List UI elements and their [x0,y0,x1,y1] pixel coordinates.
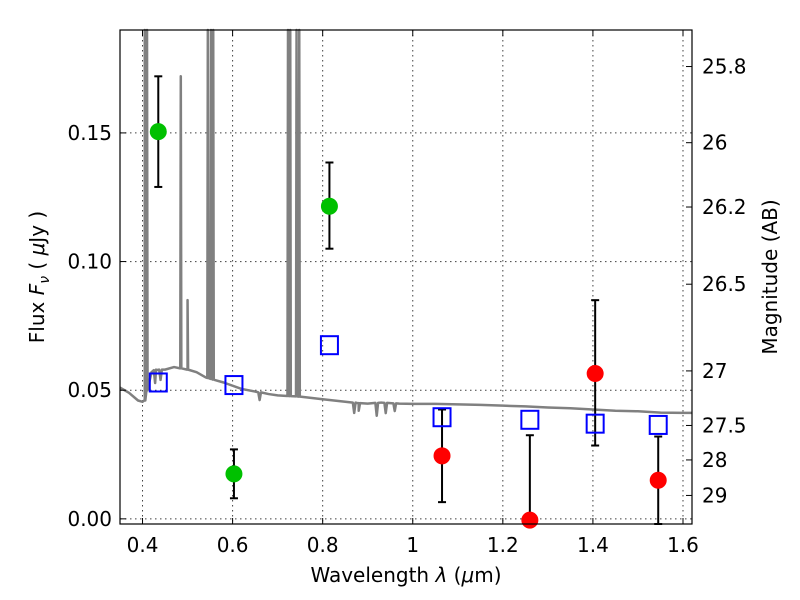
y2-tick-label: 29 [702,483,727,507]
data-point-circle [521,511,539,529]
data-markers [148,75,668,529]
data-point-square [224,375,244,396]
data-point-square [148,372,168,393]
data-point-circle [320,197,338,215]
x-tick-label: 1.6 [667,533,699,557]
y2-tick-label: 25.8 [702,55,747,79]
x-tick-label: 1.4 [577,533,609,557]
y-tick-label: 0.10 [67,250,112,274]
y2-tick-label: 26.2 [702,195,747,219]
x-tick-label: 0.4 [127,533,159,557]
spectrum-line [119,28,692,418]
y2-tick-label: 26 [702,131,727,155]
y-tick-label: 0.05 [67,378,112,402]
y-tick-label: 0.15 [67,121,112,145]
model-spectrum [119,28,692,418]
data-point-circle [649,471,667,489]
y2-tick-label: 27.5 [702,413,747,437]
x-axis-label: Wavelength λ (μm) [310,563,501,587]
data-point-square [520,409,540,430]
x-tick-label: 0.8 [307,533,339,557]
x-tick-label: 0.6 [217,533,249,557]
grid-lines [120,30,692,524]
data-point-circle [586,364,604,382]
y2-tick-label: 26.5 [702,272,747,296]
y-tick-label: 0.00 [67,507,112,531]
x-tick-label: 1.2 [487,533,519,557]
y2-axis-label: Magnitude (AB) [758,199,782,354]
data-point-circle [433,447,451,465]
y2-tick-label: 28 [702,448,727,472]
data-point-square [585,413,605,434]
x-tick-label: 1 [406,533,419,557]
data-point-circle [225,465,243,483]
y-axis-label: Flux Fν ( μJy ) [25,211,53,343]
axis-ticks: 0.4 0.6 0.8 1 1.2 1.4 1.6 0.00 0.05 0.10 0.15 25.8 2… [67,30,747,557]
data-point-square [319,335,339,356]
y2-tick-label: 27 [702,359,727,383]
plot-frame [119,29,693,525]
data-point-square [648,414,668,435]
data-point-square [432,407,452,428]
data-point-circle [149,123,167,141]
